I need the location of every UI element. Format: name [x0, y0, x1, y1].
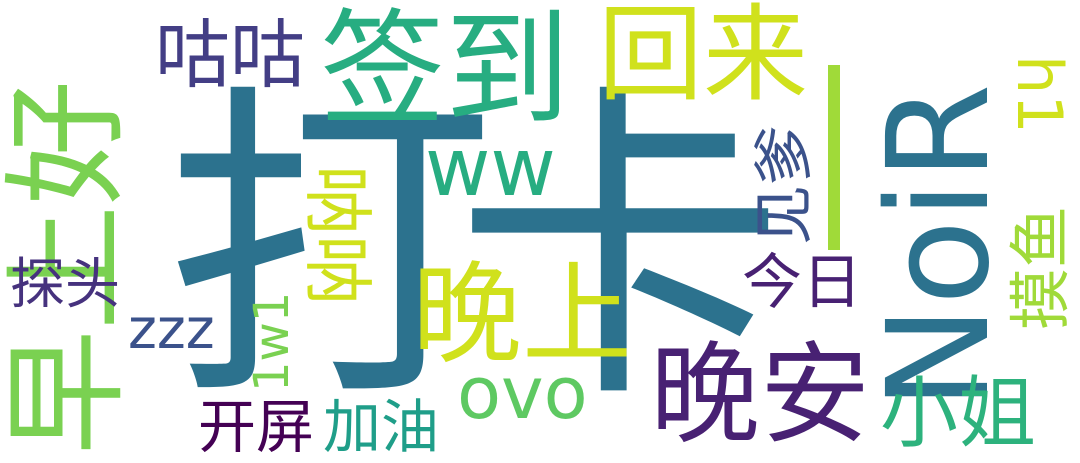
word-daka: 打卡: [165, 58, 785, 442]
word-tantou: 探头: [10, 252, 121, 316]
word-kaiping: 开屏: [198, 393, 315, 461]
word-noir: NoiR: [858, 83, 1021, 410]
word-nana: 呐呐: [296, 165, 378, 305]
word-ovo: ovo: [457, 351, 588, 435]
word-gugu: 咕咕: [155, 11, 306, 99]
word-qiandao: 签到: [320, 0, 570, 143]
word-jinri: 今日: [742, 248, 862, 318]
word-momo: 摸鱼: [1004, 205, 1077, 330]
word-h1: h1: [1003, 55, 1076, 134]
word-xiaojie: 小姐: [880, 369, 1037, 459]
word-1w1: 1w1: [244, 291, 300, 392]
word-jiandie: 见爹: [750, 125, 820, 245]
word-huilai: 回来: [598, 0, 809, 116]
bar-mark: [828, 65, 840, 250]
word-zzz: zzz: [128, 297, 215, 361]
word-wanan: 晚安: [650, 331, 870, 459]
word-wanshang: 晚上: [412, 251, 632, 379]
word-jiayou: 加油: [323, 393, 440, 461]
word-ww: ww: [425, 121, 556, 214]
